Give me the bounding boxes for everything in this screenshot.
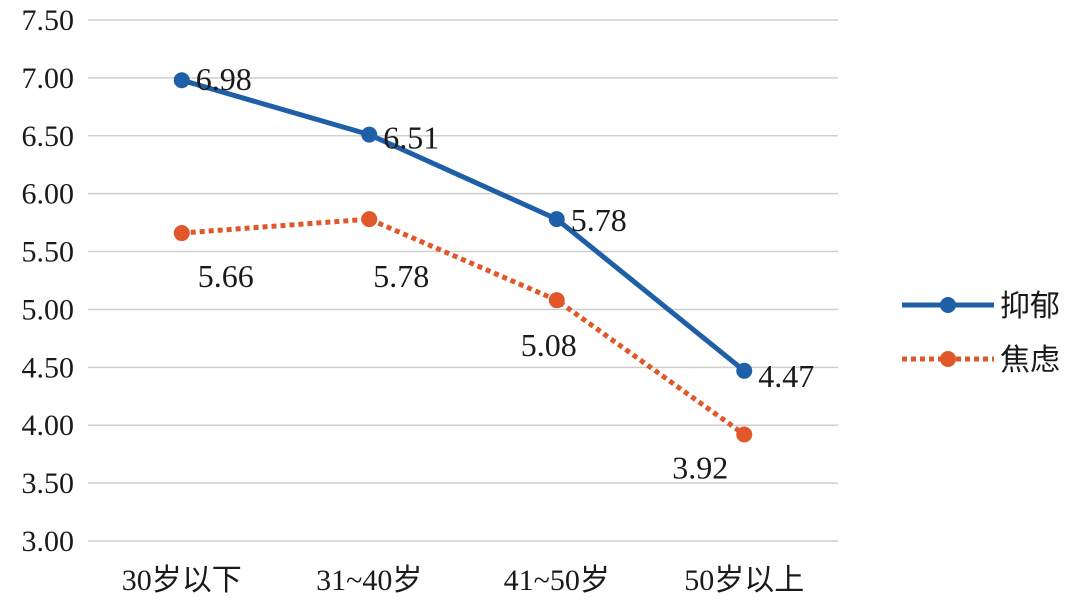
y-tick-label: 5.50 — [22, 236, 75, 269]
y-tick-label: 4.00 — [22, 409, 75, 442]
y-axis-ticks: 3.00 3.50 4.00 4.50 5.00 5.50 6.00 6.50 7.00 7.50 — [22, 4, 75, 558]
x-axis-ticks: 30岁以下 31~40岁 41~50岁 50岁以上 — [122, 564, 805, 597]
data-label: 5.78 — [373, 258, 429, 294]
data-point — [548, 211, 565, 228]
data-label: 5.08 — [521, 327, 577, 363]
y-tick-label: 4.50 — [22, 351, 75, 384]
data-point — [736, 426, 753, 443]
data-label: 5.66 — [198, 258, 254, 294]
data-label: 3.92 — [672, 449, 728, 485]
data-point — [173, 72, 190, 89]
y-tick-label: 5.00 — [22, 293, 75, 326]
y-tick-label: 6.00 — [22, 178, 75, 211]
x-tick-label: 50岁以上 — [684, 564, 804, 597]
legend-swatch-marker — [940, 297, 956, 313]
x-tick-label: 30岁以下 — [122, 564, 242, 597]
legend-label: 抑郁 — [1000, 289, 1060, 324]
grid — [88, 19, 838, 542]
y-tick-label: 3.50 — [22, 467, 75, 500]
legend-swatch-marker — [940, 351, 956, 367]
data-label: 5.78 — [571, 202, 627, 238]
data-point — [736, 362, 753, 379]
y-tick-label: 7.00 — [22, 62, 75, 95]
y-tick-label: 7.50 — [22, 4, 75, 37]
series-group: 6.98 6.51 5.78 4.47 5.66 5.78 5.08 3.92 — [173, 61, 814, 485]
legend-label: 焦虑 — [1000, 343, 1060, 378]
data-point — [548, 292, 565, 309]
y-tick-label: 3.00 — [22, 525, 75, 558]
series-抑郁: 6.98 6.51 5.78 4.47 — [173, 61, 814, 394]
data-label: 6.51 — [383, 120, 439, 156]
x-tick-label: 41~50岁 — [504, 564, 610, 597]
series-line — [181, 77, 746, 373]
data-label: 4.47 — [758, 358, 814, 394]
data-point — [361, 126, 378, 143]
x-tick-label: 31~40岁 — [316, 564, 422, 597]
data-point — [173, 225, 190, 242]
series-line — [181, 216, 746, 437]
series-焦虑: 5.66 5.78 5.08 3.92 — [173, 211, 753, 485]
y-tick-label: 6.50 — [22, 120, 75, 153]
legend-item-焦虑: 焦虑 — [902, 343, 1060, 378]
data-label: 6.98 — [196, 61, 252, 97]
data-point — [361, 211, 378, 228]
legend-item-抑郁: 抑郁 — [902, 289, 1060, 324]
